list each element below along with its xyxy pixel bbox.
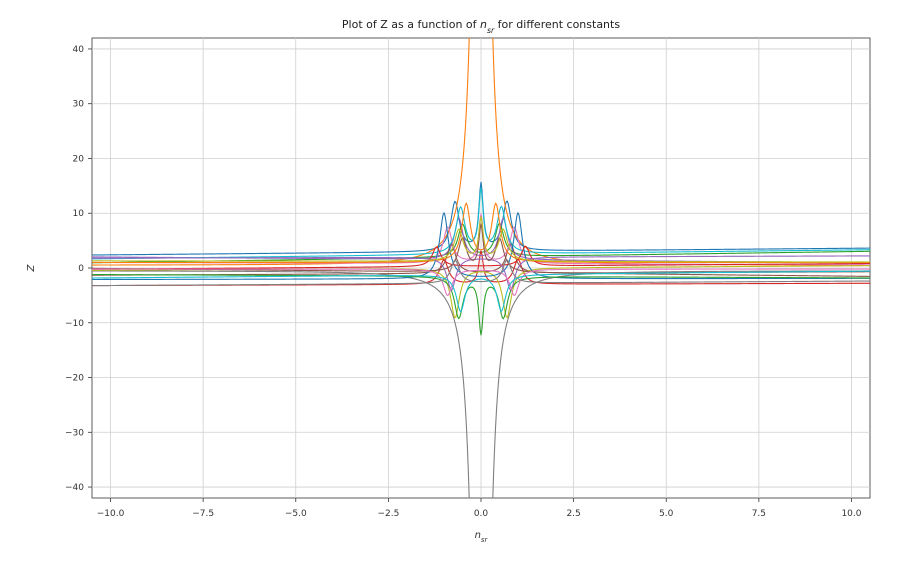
x-tick-label: 5.0	[659, 509, 674, 519]
y-tick-label: 20	[73, 154, 85, 164]
y-tick-label: −20	[65, 374, 84, 384]
y-tick-label: −30	[65, 428, 84, 438]
x-tick-label: 7.5	[752, 509, 766, 519]
x-tick-label: −10.0	[97, 509, 125, 519]
x-tick-label: 2.5	[566, 509, 580, 519]
x-tick-label: 10.0	[841, 509, 861, 519]
y-tick-label: 40	[73, 45, 85, 55]
x-tick-label: −2.5	[377, 509, 399, 519]
chart-svg: −10.0 −7.5 −5.0 −2.5 0.0 2.5 5.0 7.5 10.0 −40 −30 −…	[0, 0, 900, 570]
y-tick-label: −10	[65, 319, 84, 329]
y-tick-label: −40	[65, 483, 84, 493]
x-tick-label: 0.0	[474, 509, 489, 519]
y-axis-label: Z	[26, 263, 37, 272]
y-tick-label: 10	[73, 209, 85, 219]
y-tick-label: 0	[78, 264, 84, 274]
x-tick-label: −7.5	[192, 509, 214, 519]
chart-container: { "chart": { "type": "line", "title": "P…	[0, 0, 900, 570]
y-tick-label: 30	[73, 100, 85, 110]
x-tick-label: −5.0	[285, 509, 307, 519]
